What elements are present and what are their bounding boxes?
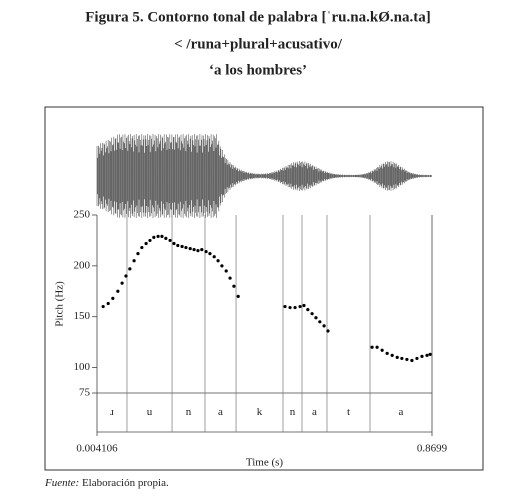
pitch-point: [128, 267, 132, 271]
pitch-point: [111, 296, 115, 301]
pitch-point: [152, 235, 156, 239]
pitch-point: [283, 304, 287, 309]
pitch-point: [420, 354, 424, 358]
pitch-point: [385, 351, 389, 355]
source-text: Elaboración propia.: [82, 477, 169, 489]
pitch-point: [380, 348, 384, 352]
pitch-point: [176, 243, 180, 248]
pitch-point: [180, 244, 184, 249]
pitch-point: [425, 353, 429, 357]
waveform-trace: [96, 134, 432, 218]
pitch-point: [106, 301, 110, 306]
pitch-point: [120, 281, 124, 285]
figure-frame: [44, 106, 484, 471]
pitch-point: [192, 247, 196, 252]
segment-label: t: [347, 406, 350, 418]
waveform: [96, 134, 432, 218]
pitch-point: [410, 358, 414, 363]
source: Fuente: Elaboración propia.: [44, 477, 169, 489]
pitch-point: [224, 269, 228, 273]
pitch-point: [220, 264, 224, 268]
pitch-point: [232, 284, 236, 288]
segment-label: n: [186, 406, 192, 418]
pitch-point: [390, 353, 394, 357]
segment-label: a: [312, 406, 317, 418]
pitch-point: [188, 246, 192, 251]
pitch-point: [405, 357, 409, 362]
segment-label: k: [257, 406, 263, 418]
x-axis-label: Time (s): [246, 457, 284, 469]
pitch-point: [314, 316, 318, 320]
segment-label: a: [218, 406, 223, 418]
pitch-point: [293, 305, 297, 310]
y-tick-label: 250: [74, 209, 91, 221]
pitch-point: [140, 245, 144, 250]
figure-title: Figura 5. Contorno tonal de palabra [ˈru…: [85, 9, 430, 25]
pitch-point: [204, 250, 208, 254]
pitch-point: [164, 236, 168, 240]
segment-label: ɹ: [110, 406, 114, 418]
source-label: Fuente:: [44, 477, 79, 489]
y-tick-label: 150: [74, 310, 91, 322]
segment-label: n: [290, 406, 296, 418]
pitch-point: [298, 304, 302, 309]
pitch-point: [400, 356, 404, 361]
pitch-point: [144, 241, 148, 246]
y-tick-label: 200: [74, 259, 91, 271]
pitch-point: [288, 305, 292, 310]
pitch-point: [395, 355, 399, 359]
pitch-point: [101, 304, 105, 309]
x-tick-label: 0.004106: [76, 443, 118, 455]
x-tick-label: 0.8699: [417, 443, 448, 455]
y-tick-label: 100: [74, 361, 91, 373]
y-axis-label: Pitch (Hz): [54, 281, 66, 327]
pitch-point: [136, 252, 140, 256]
pitch-point: [428, 352, 432, 356]
pitch-point: [184, 245, 188, 250]
pitch-point: [168, 238, 172, 243]
pitch-point: [160, 234, 164, 238]
pitch-point: [132, 259, 136, 263]
pitch-point: [306, 307, 310, 312]
pitch-point: [228, 276, 232, 280]
segment-label: a: [399, 406, 404, 418]
figure-gloss: ‘a los hombres’: [209, 62, 307, 78]
pitch-point: [415, 356, 419, 361]
pitch-point: [124, 274, 128, 278]
pitch-point: [116, 289, 120, 293]
pitch-point: [208, 252, 212, 256]
segment-label: u: [147, 406, 153, 418]
pitch-point: [302, 303, 306, 308]
pitch-point: [236, 294, 240, 298]
pitch-point: [318, 320, 322, 324]
figure-subtitle: < /runa+plural+acusativo/: [174, 36, 343, 52]
pitch-point: [196, 249, 200, 253]
pitch-point: [156, 234, 160, 238]
pitch-point: [310, 312, 314, 316]
y-tick-label: 75: [79, 387, 91, 399]
pitch-point: [322, 324, 326, 328]
pitch-point: [212, 255, 216, 259]
pitch-point: [148, 238, 152, 243]
pitch-point: [216, 259, 220, 263]
pitch-point: [375, 345, 379, 349]
pitch-point: [326, 329, 330, 333]
pitch-point: [172, 241, 176, 246]
pitch-point: [370, 345, 374, 349]
pitch-point: [200, 247, 204, 252]
